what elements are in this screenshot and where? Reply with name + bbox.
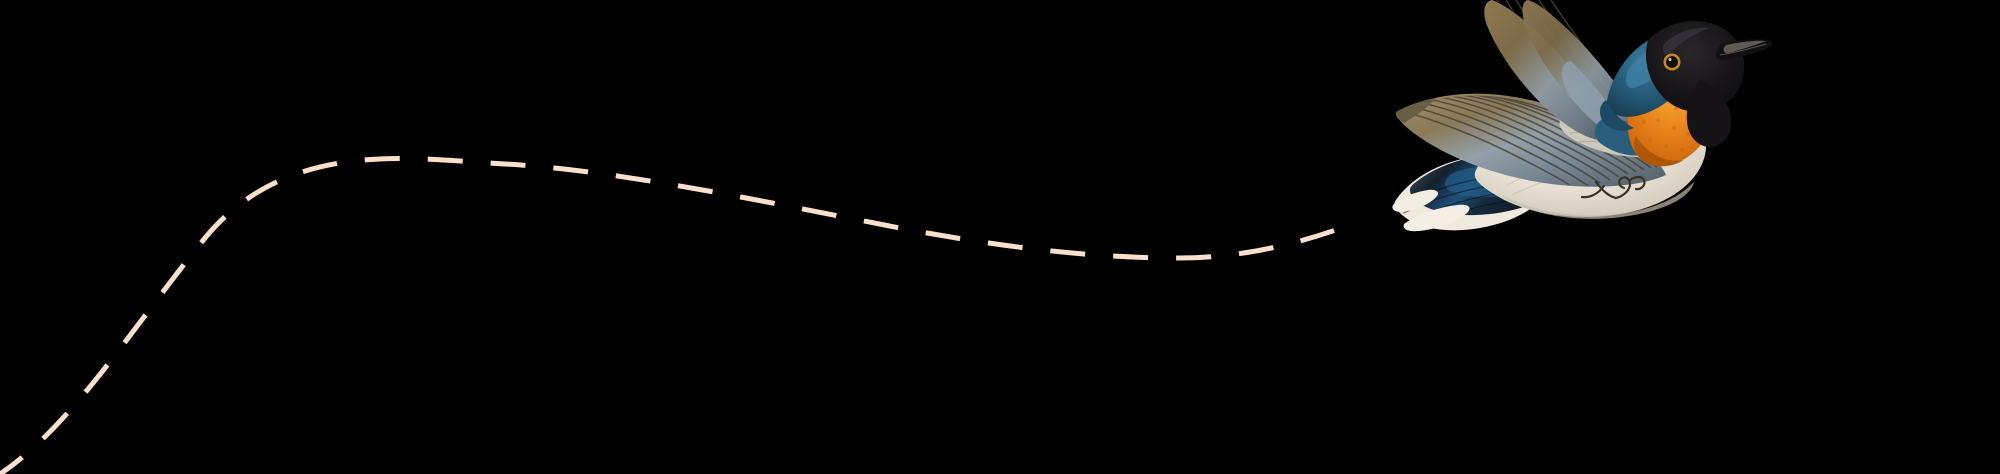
bird-eye — [1663, 53, 1681, 71]
bird-beak — [1716, 39, 1773, 61]
dashed-flight-path — [0, 155, 1359, 474]
bird-feet — [1580, 175, 1646, 200]
bird-head — [1645, 20, 1745, 148]
